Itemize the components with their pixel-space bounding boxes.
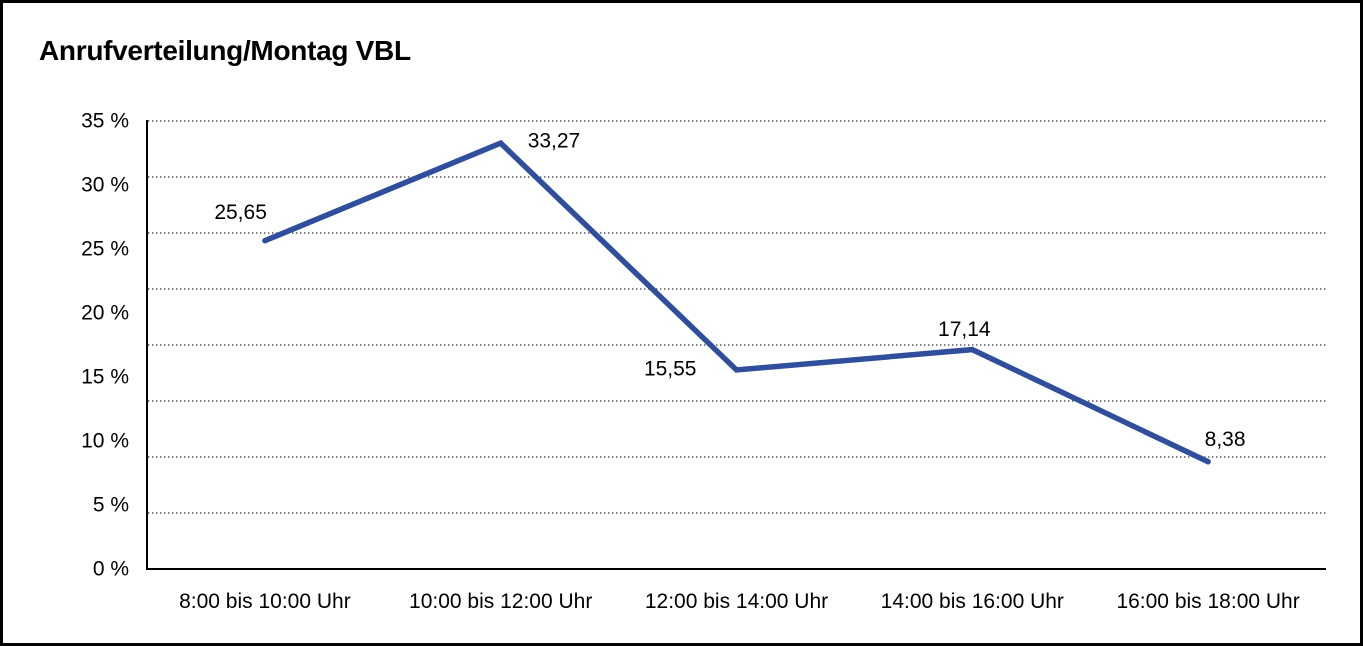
data-series-line bbox=[262, 139, 1211, 465]
y-tick-label: 0 % bbox=[93, 558, 129, 581]
x-category-label: 16:00 bis 18:00 Uhr bbox=[1116, 590, 1299, 613]
x-category-label: 10:00 bis 12:00 Uhr bbox=[409, 590, 592, 613]
data-point-label: 8,38 bbox=[1205, 428, 1246, 451]
y-tick-label: 5 % bbox=[93, 494, 129, 517]
data-point-label: 17,14 bbox=[938, 318, 991, 341]
y-tick-label: 30 % bbox=[81, 174, 129, 197]
data-point-label: 15,55 bbox=[644, 357, 697, 380]
x-category-label: 8:00 bis 10:00 Uhr bbox=[179, 590, 351, 613]
data-point-label: 33,27 bbox=[528, 130, 581, 153]
y-tick-label: 35 % bbox=[81, 110, 129, 133]
y-tick-label: 15 % bbox=[81, 366, 129, 389]
line-chart-canvas: 0 % 5 % 10 % 15 % 20 % 25 % 30 % 35 % 8:00 bis 1… bbox=[81, 110, 1326, 613]
y-tick-label: 25 % bbox=[81, 238, 129, 261]
x-category-label: 12:00 bis 14:00 Uhr bbox=[645, 590, 828, 613]
data-point-label: 25,65 bbox=[214, 201, 267, 224]
x-category-label: 14:00 bis 16:00 Uhr bbox=[881, 590, 1064, 613]
chart-title: Anrufverteilung/Montag VBL bbox=[39, 35, 411, 66]
y-tick-label: 10 % bbox=[81, 430, 129, 453]
y-tick-label: 20 % bbox=[81, 302, 129, 325]
